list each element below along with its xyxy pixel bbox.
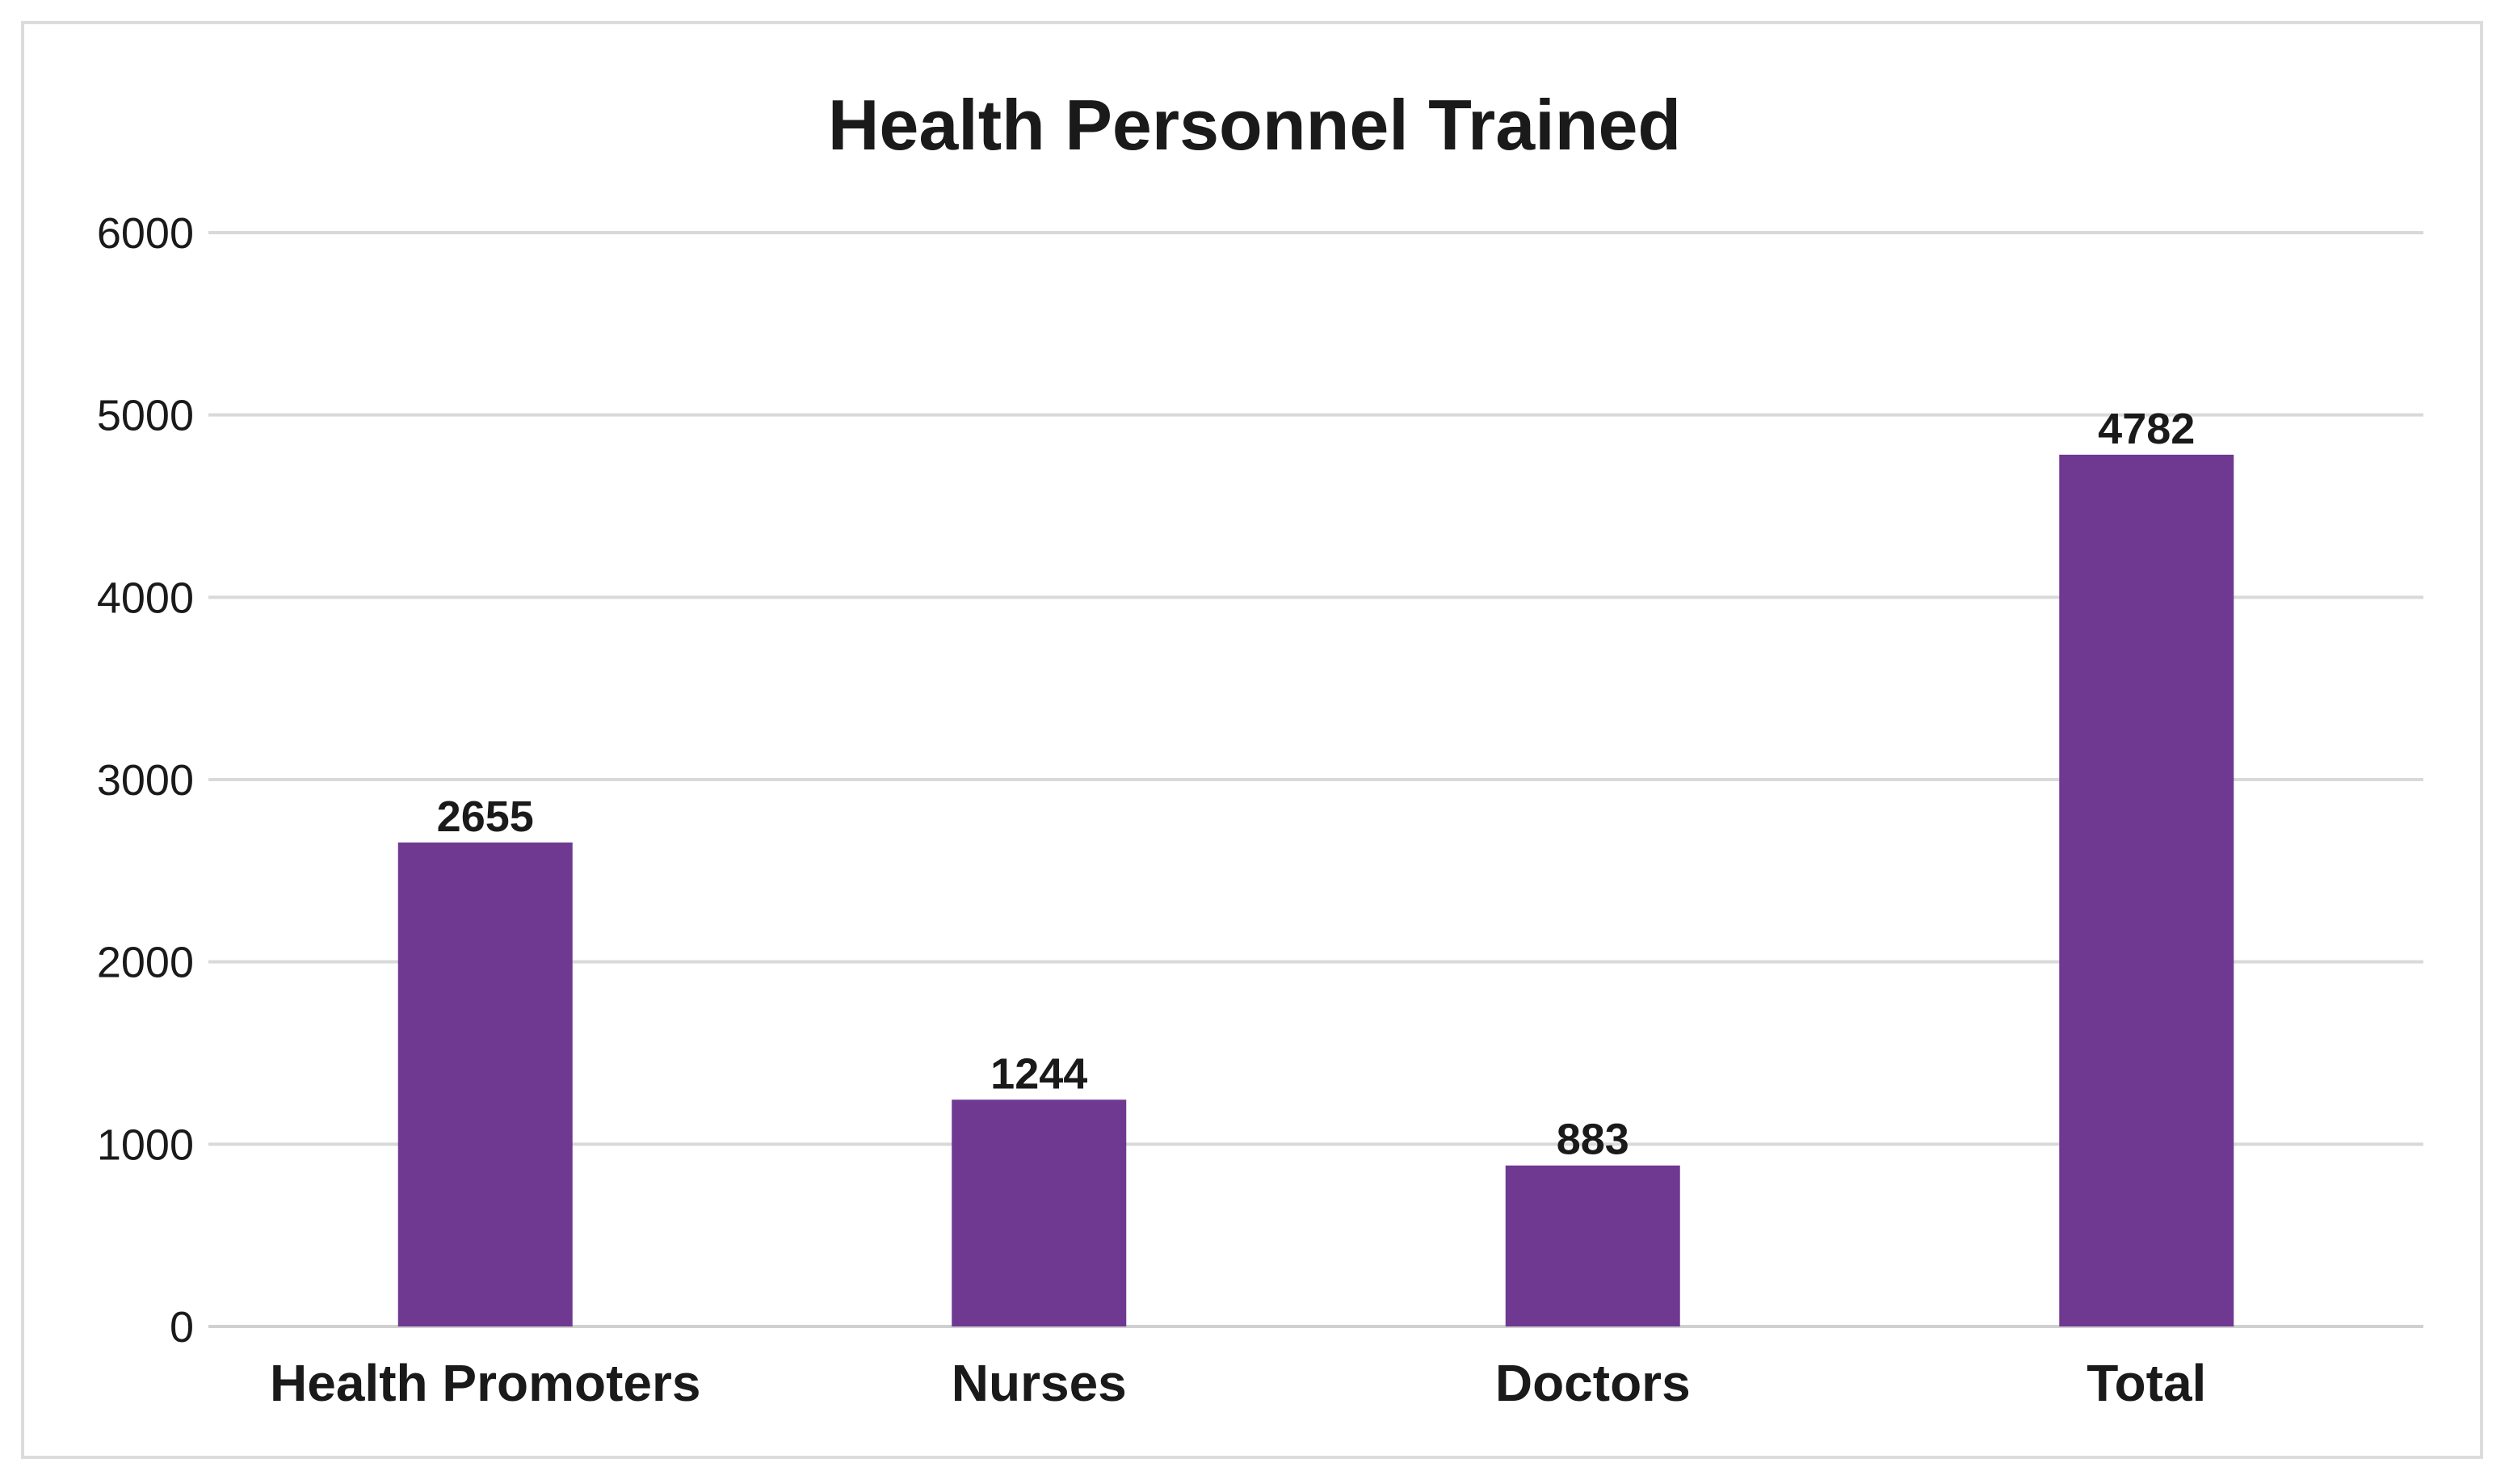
- gridlines: [208, 231, 2423, 1328]
- y-tick-label: 3000: [97, 756, 194, 805]
- data-label: 883: [1557, 1116, 1629, 1164]
- bar-nurses: [952, 1099, 1127, 1326]
- y-tick-label: 1000: [97, 1120, 194, 1169]
- data-labels: 2655 1244 883 4782: [437, 405, 2196, 1164]
- data-label: 1244: [990, 1049, 1087, 1098]
- y-tick-label: 6000: [97, 209, 194, 258]
- bars: [397, 454, 2234, 1326]
- data-label: 2655: [437, 792, 534, 841]
- y-tick-label: 5000: [97, 392, 194, 440]
- x-axis-categories: Health Promoters Nurses Doctors Total: [270, 1354, 2206, 1412]
- x-category-label: Nurses: [952, 1354, 1127, 1412]
- x-category-label: Total: [2087, 1354, 2206, 1412]
- y-axis-ticks: 0 1000 2000 3000 4000 5000 6000: [97, 209, 194, 1352]
- x-category-label: Health Promoters: [270, 1354, 700, 1412]
- x-category-label: Doctors: [1495, 1354, 1691, 1412]
- bar-total: [2059, 454, 2234, 1326]
- bar-doctors: [1505, 1165, 1680, 1326]
- y-tick-label: 0: [170, 1303, 194, 1352]
- chart-title: Health Personnel Trained: [828, 85, 1681, 165]
- data-label: 4782: [2098, 405, 2195, 453]
- bar-health-promoters: [397, 842, 573, 1326]
- y-tick-label: 2000: [97, 939, 194, 987]
- y-tick-label: 4000: [97, 574, 194, 622]
